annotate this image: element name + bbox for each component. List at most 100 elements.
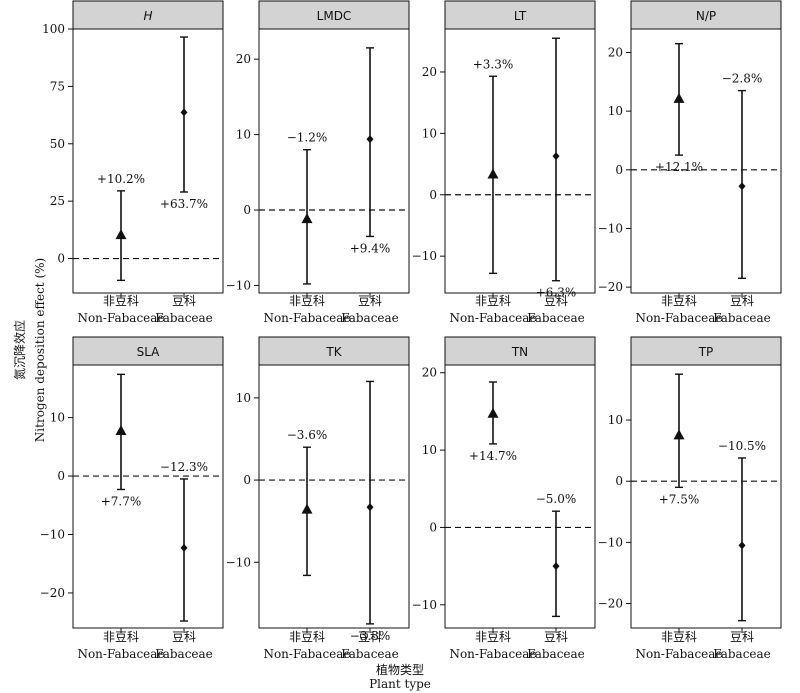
x-tick-label-cn: 非豆科 xyxy=(103,630,139,644)
y-axis-title-en: Nitrogen deposition effect (%) xyxy=(33,258,47,442)
mean-marker-diamond xyxy=(552,562,560,571)
y-tick-label: 0 xyxy=(615,474,623,488)
x-tick-label-cn: 豆科 xyxy=(172,630,196,644)
mean-marker-diamond xyxy=(552,152,560,161)
x-tick-label-cn: 豆科 xyxy=(730,294,754,308)
x-tick-label-en: Non-Fabaceae xyxy=(635,311,722,325)
panel-title: SLA xyxy=(137,345,161,359)
mean-marker-triangle xyxy=(487,407,499,418)
y-tick-label: 10 xyxy=(608,413,623,427)
effect-label: +6.3% xyxy=(536,286,577,300)
x-tick-label-en: Non-Fabaceae xyxy=(77,311,164,325)
x-axis-title-en: Plant type xyxy=(369,677,431,691)
x-tick-label-cn: 非豆科 xyxy=(289,630,325,644)
plot-frame xyxy=(258,28,410,294)
panel-strip xyxy=(72,336,224,366)
y-tick-label: 25 xyxy=(50,194,65,208)
y-tick-label: 0 xyxy=(429,188,437,202)
effect-label: +7.7% xyxy=(101,494,142,508)
effect-label: +14.7% xyxy=(469,449,517,463)
panel-h: H 0 25 50 75 100 非豆科 Non-Fabaceae +10.2% 豆科 Fabace… xyxy=(42,0,224,325)
effect-label: +3.3% xyxy=(473,57,514,71)
effect-label: −10.5% xyxy=(718,439,766,453)
mean-marker-triangle xyxy=(301,503,313,514)
x-tick-label-en: Non-Fabaceae xyxy=(449,647,536,661)
y-tick-label: −20 xyxy=(40,586,65,600)
x-tick-label-cn: 豆科 xyxy=(172,294,196,308)
y-tick-label: 20 xyxy=(236,52,251,66)
effect-label: −12.3% xyxy=(160,460,208,474)
y-tick-label: 10 xyxy=(236,391,251,405)
y-tick-label: −10 xyxy=(226,278,251,292)
effect-label: +63.7% xyxy=(160,197,208,211)
y-tick-label: −20 xyxy=(598,597,623,611)
y-tick-label: 10 xyxy=(422,443,437,457)
x-tick-label-cn: 非豆科 xyxy=(661,294,697,308)
x-tick-label-cn: 非豆科 xyxy=(475,630,511,644)
y-tick-label: 50 xyxy=(50,137,65,151)
plot-frame xyxy=(444,28,596,294)
x-tick-label-en: Fabaceae xyxy=(155,647,213,661)
panel-strip xyxy=(258,336,410,366)
plot-frame xyxy=(630,28,782,294)
y-tick-label: 10 xyxy=(608,104,623,118)
y-tick-label: 10 xyxy=(236,128,251,142)
y-tick-label: −10 xyxy=(412,598,437,612)
panel-tk: TK −10 0 10 非豆科 Non-Fabaceae −3.6% 豆科 Fabaceae −3… xyxy=(226,336,410,661)
x-tick-label-en: Non-Fabaceae xyxy=(263,311,350,325)
plot-frame xyxy=(72,28,224,294)
y-tick-label: −10 xyxy=(598,535,623,549)
panel-strip xyxy=(630,336,782,366)
panel-title: H xyxy=(143,9,152,23)
x-tick-label-cn: 非豆科 xyxy=(475,294,511,308)
y-tick-label: 10 xyxy=(50,411,65,425)
y-tick-label: −10 xyxy=(226,555,251,569)
x-tick-label-cn: 豆科 xyxy=(544,294,568,308)
plot-frame xyxy=(444,364,596,629)
panel-sla: SLA −20 −10 0 10 非豆科 Non-Fabaceae +7.7% 豆科 Fabace… xyxy=(40,336,224,661)
mean-marker-triangle xyxy=(115,229,127,240)
plot-frame xyxy=(258,364,410,629)
x-axis-title-cn: 植物类型 xyxy=(375,663,424,677)
y-axis-title-cn: 氮沉降效应 xyxy=(12,320,27,380)
effect-label: +12.1% xyxy=(655,160,703,174)
mean-marker-triangle xyxy=(673,429,685,440)
effect-label: −2.8% xyxy=(722,72,763,86)
y-tick-label: 0 xyxy=(57,252,65,266)
panel-title: LT xyxy=(514,9,527,23)
panel-strip xyxy=(444,0,596,30)
y-tick-label: −10 xyxy=(598,221,623,235)
panel-title: TP xyxy=(698,345,714,359)
effect-label: −1.2% xyxy=(287,131,328,145)
x-tick-label-cn: 非豆科 xyxy=(661,630,697,644)
mean-marker-diamond xyxy=(366,503,374,512)
y-tick-label: −20 xyxy=(598,280,623,294)
mean-marker-triangle xyxy=(115,425,127,436)
y-tick-label: 0 xyxy=(57,469,65,483)
x-tick-label-en: Non-Fabaceae xyxy=(263,647,350,661)
y-tick-label: 0 xyxy=(243,473,251,487)
y-tick-label: 20 xyxy=(608,45,623,59)
effect-label: −5.0% xyxy=(536,492,577,506)
x-tick-label-en: Non-Fabaceae xyxy=(449,311,536,325)
x-tick-label-en: Fabaceae xyxy=(713,647,771,661)
x-tick-label-en: Fabaceae xyxy=(155,311,213,325)
panel-strip xyxy=(444,336,596,366)
panel-n-p: N/P −20 −10 0 10 20 非豆科 Non-Fabaceae +12.1% 豆科 Fab… xyxy=(598,0,782,325)
mean-marker-triangle xyxy=(301,213,313,224)
effect-label: +9.4% xyxy=(350,241,391,255)
y-tick-label: 20 xyxy=(422,65,437,79)
mean-marker-diamond xyxy=(366,135,374,144)
x-tick-label-cn: 非豆科 xyxy=(103,294,139,308)
effect-label: +10.2% xyxy=(97,172,145,186)
mean-marker-diamond xyxy=(180,108,188,117)
y-tick-label: 75 xyxy=(50,79,65,93)
effect-label: −3.6% xyxy=(287,428,328,442)
y-tick-label: 0 xyxy=(429,520,437,534)
panel-strip xyxy=(630,0,782,30)
x-tick-label-en: Fabaceae xyxy=(341,647,399,661)
y-tick-label: 20 xyxy=(422,366,437,380)
plot-frame xyxy=(630,364,782,629)
x-tick-label-cn: 豆科 xyxy=(358,630,382,644)
